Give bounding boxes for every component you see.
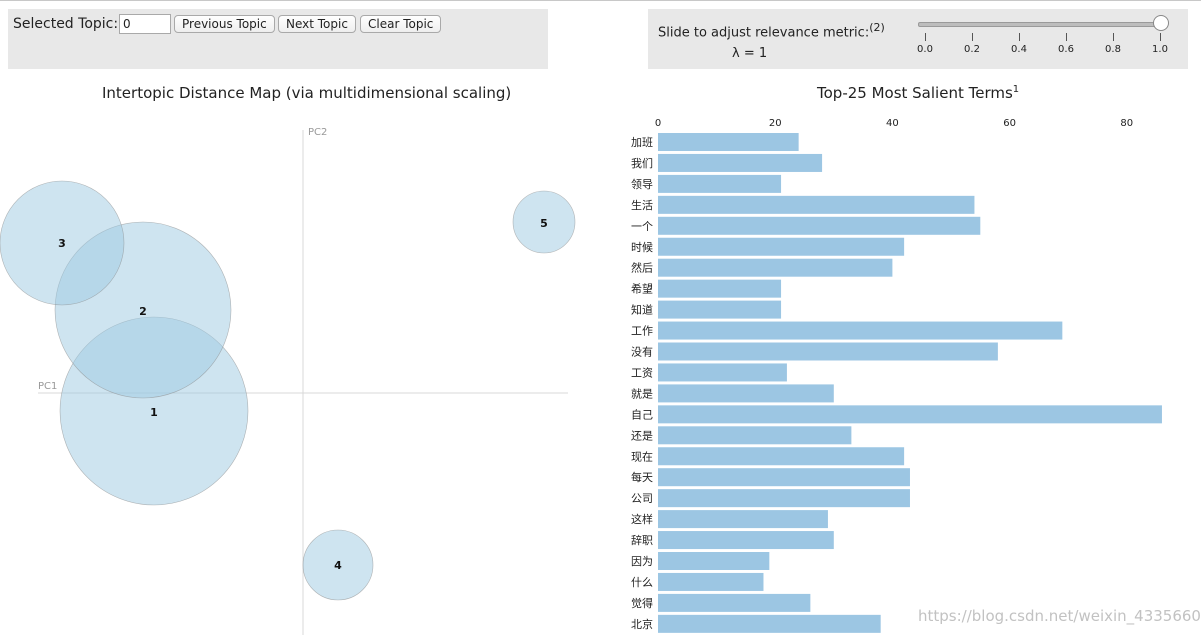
term-label[interactable]: 辞职: [631, 533, 653, 547]
pc2-axis-label: PC2: [308, 127, 327, 138]
relevance-note: (2): [869, 21, 885, 34]
term-bars: 0 20 40 60 80 加班我们领导生活一个时候然后希望知道工作没有工资就是自己还是现…: [631, 118, 1162, 633]
map-title: Intertopic Distance Map (via multidimens…: [102, 84, 512, 102]
term-label[interactable]: 自己: [631, 408, 653, 421]
term-label[interactable]: 希望: [631, 282, 653, 296]
term-label[interactable]: 还是: [631, 429, 653, 442]
x-tick-label: 0: [655, 118, 661, 129]
term-bar[interactable]: [658, 405, 1162, 424]
term-label[interactable]: 没有: [631, 345, 653, 359]
term-label[interactable]: 工作: [631, 325, 653, 338]
slider-tick: [972, 33, 973, 41]
term-bar[interactable]: [658, 447, 905, 466]
slider-tick-label: 0.4: [1011, 44, 1027, 55]
term-bar[interactable]: [658, 510, 828, 529]
relevance-slider-thumb[interactable]: [1153, 15, 1169, 31]
term-bar[interactable]: [658, 342, 998, 361]
term-label[interactable]: 觉得: [631, 597, 653, 610]
slider-tick: [1066, 33, 1067, 41]
term-label[interactable]: 然后: [631, 261, 653, 275]
term-bar[interactable]: [658, 489, 910, 508]
term-label[interactable]: 这样: [631, 512, 653, 526]
slider-tick: [1160, 33, 1161, 41]
terms-title-note: 1: [1012, 84, 1020, 95]
term-label[interactable]: 北京: [631, 617, 653, 631]
term-bar[interactable]: [658, 133, 799, 151]
term-label[interactable]: 公司: [631, 492, 653, 505]
term-label[interactable]: 生活: [631, 198, 653, 212]
term-bar[interactable]: [658, 384, 834, 403]
relevance-label: Slide to adjust relevance metric:(2): [658, 21, 885, 40]
slider-tick-label: 1.0: [1152, 44, 1168, 55]
topic-control-panel: Selected Topic: Previous Topic Next Topi…: [8, 9, 548, 69]
term-label[interactable]: 我们: [631, 156, 653, 170]
x-tick-label: 40: [886, 118, 899, 129]
next-topic-button[interactable]: Next Topic: [278, 15, 356, 33]
clear-topic-button[interactable]: Clear Topic: [360, 15, 442, 33]
term-label[interactable]: 加班: [631, 136, 653, 149]
top-border: [0, 0, 1201, 1]
term-label[interactable]: 什么: [631, 576, 653, 589]
term-bar[interactable]: [658, 237, 905, 256]
term-label[interactable]: 因为: [631, 555, 653, 568]
term-bar[interactable]: [658, 153, 823, 172]
intertopic-distance-map: PC2 PC1 1 2 3 4 5: [0, 127, 576, 635]
topic-circle-3[interactable]: [0, 180, 125, 306]
x-tick-label: 20: [769, 118, 782, 129]
term-label[interactable]: 一个: [631, 220, 653, 233]
term-bar[interactable]: [658, 426, 852, 445]
lambda-value: λ = 1: [732, 46, 768, 61]
slider-tick: [1113, 33, 1114, 41]
term-label[interactable]: 时候: [631, 240, 653, 254]
topic-circle-5[interactable]: [512, 190, 576, 254]
x-tick-label: 60: [1003, 118, 1016, 129]
pc1-axis-label: PC1: [38, 381, 57, 392]
term-bar[interactable]: [658, 258, 893, 277]
slider-tick-label: 0.8: [1105, 44, 1121, 55]
term-label[interactable]: 每天: [631, 470, 653, 484]
term-bar[interactable]: [658, 468, 910, 487]
topic-circle-label: 4: [334, 559, 342, 572]
topic-circle-4[interactable]: [302, 529, 374, 601]
previous-topic-button[interactable]: Previous Topic: [174, 15, 275, 33]
watermark: https://blog.csdn.net/weixin_43356605: [918, 607, 1201, 625]
topic-circle-label: 5: [540, 217, 548, 230]
term-bar[interactable]: [658, 321, 1063, 340]
terms-title: Top-25 Most Salient Terms1: [817, 84, 1019, 102]
slider-tick-label: 0.0: [917, 44, 933, 55]
topic-circle-label: 3: [58, 237, 66, 250]
term-bar[interactable]: [658, 363, 787, 382]
selected-topic-input[interactable]: [119, 14, 171, 34]
term-label[interactable]: 知道: [631, 303, 653, 317]
relevance-control-panel: Slide to adjust relevance metric:(2) λ =…: [648, 9, 1188, 69]
slider-tick: [1019, 33, 1020, 41]
x-tick-label: 80: [1120, 118, 1133, 129]
term-label[interactable]: 就是: [631, 386, 653, 400]
topic-circle-label: 2: [139, 305, 147, 318]
slider-tick: [925, 33, 926, 41]
term-bar[interactable]: [658, 614, 881, 633]
topic-circle-label: 1: [150, 406, 158, 419]
term-bar[interactable]: [658, 174, 782, 193]
term-bar[interactable]: [658, 195, 975, 214]
slider-tick-label: 0.2: [964, 44, 980, 55]
term-bar[interactable]: [658, 300, 782, 319]
term-bar[interactable]: [658, 593, 811, 612]
term-bar[interactable]: [658, 572, 764, 591]
term-label[interactable]: 领导: [631, 178, 653, 191]
relevance-label-text: Slide to adjust relevance metric:: [658, 25, 870, 41]
terms-title-text: Top-25 Most Salient Terms: [817, 84, 1013, 102]
topic-circles: 1 2 3 4 5: [0, 180, 576, 601]
term-bar[interactable]: [658, 531, 834, 550]
term-bar[interactable]: [658, 216, 981, 235]
term-bar[interactable]: [658, 279, 782, 298]
term-label[interactable]: 现在: [631, 450, 653, 463]
term-label[interactable]: 工资: [631, 366, 653, 379]
slider-tick-label: 0.6: [1058, 44, 1074, 55]
term-bar[interactable]: [658, 552, 770, 570]
selected-topic-label: Selected Topic:: [13, 16, 119, 32]
